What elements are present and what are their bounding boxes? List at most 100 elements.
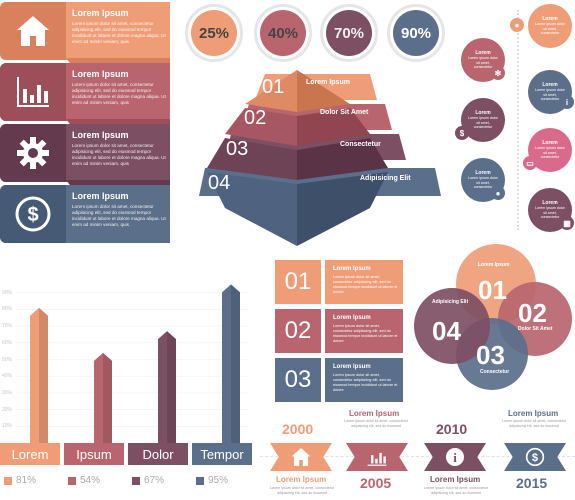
gear-icon <box>0 124 66 182</box>
year-title: Lorem Ipsum <box>349 409 400 418</box>
numbered-row-1: 01 Lorem Ipsum Lorem ipsum dolor sit amet… <box>275 260 403 304</box>
card-title: Lorem Ipsum <box>72 69 129 79</box>
year-body: Lorem ipsum dolor sit amet, consectetur … <box>344 419 408 428</box>
numbered-row-2: 02 Lorem Ipsum Lorem ipsum dolor sit amet… <box>275 309 403 353</box>
info-icon: i <box>560 95 574 109</box>
icon-card-1: Lorem Ipsum Lorem ipsum dolor sit amet, c… <box>0 2 170 66</box>
y-tick-label: 20% <box>2 406 13 413</box>
bar-category-label: Dolor <box>128 443 188 465</box>
calendar-icon: ▦ <box>560 216 574 230</box>
percent-value: 90% <box>393 10 439 56</box>
bar-chart-icon <box>0 63 66 121</box>
year-body: Lorem ipsum dolor sit amet, consectetur … <box>270 486 334 495</box>
legend-item: 95% <box>196 475 228 486</box>
pyramid-level-3-label: Consectetur <box>340 141 381 148</box>
percent-value: 70% <box>326 10 372 56</box>
dollar-icon: $ <box>504 443 566 471</box>
svg-text:$: $ <box>27 204 38 226</box>
year-label: 2000 <box>282 421 314 437</box>
svg-text:i: i <box>453 450 457 465</box>
percent-value: 40% <box>260 10 306 56</box>
legend-item: 54% <box>68 475 100 486</box>
card-title: Lorem Ipsum <box>72 8 129 18</box>
y-tick-label: 70% <box>2 323 13 330</box>
pyramid-level-1-number: 01 <box>262 76 285 98</box>
timeline-bubble-1: Lorem Lorem ipsum dolor sit amet, consect… <box>528 4 572 48</box>
y-tick-label: 30% <box>2 389 13 396</box>
row-body: Lorem ipsum dolor sit amet, consectetur … <box>333 373 398 392</box>
pyramid-level-2-number: 02 <box>244 107 267 129</box>
pyramid-level-4-number: 04 <box>208 172 231 194</box>
row-number: 01 <box>275 260 321 304</box>
year-label: 2005 <box>360 475 392 491</box>
gear-icon: ✻ <box>491 66 505 80</box>
legend-item: 67% <box>132 475 164 486</box>
y-tick-label: 10% <box>2 423 13 430</box>
percent-circle-40: 40% <box>254 4 312 62</box>
row-title: Lorem Ipsum <box>333 315 371 321</box>
venn-label: Lorem Ipsum <box>478 262 510 268</box>
icon-card-4: $ Lorem Ipsum Lorem ipsum dolor sit amet,… <box>0 185 170 243</box>
numbered-row-3: 03 Lorem Ipsum Lorem ipsum dolor sit amet… <box>275 358 403 402</box>
venn-number: 04 <box>432 316 461 346</box>
y-tick-label: 40% <box>2 373 13 380</box>
icon-card-3: Lorem Ipsum Lorem ipsum dolor sit amet, c… <box>0 124 170 188</box>
y-tick-label: 90% <box>2 289 13 296</box>
pyramid-level-4-label: Adipisicing Elit <box>360 175 411 182</box>
year-title: Lorem Ipsum <box>430 475 481 484</box>
y-tick-label: 50% <box>2 356 13 363</box>
venn-label: Consectetur <box>480 369 510 375</box>
row-title: Lorem Ipsum <box>333 266 371 272</box>
y-tick-label: 80% <box>2 306 13 313</box>
bar-category-label: Tempor <box>192 443 252 465</box>
dollar-icon: $ <box>0 185 66 243</box>
row-number: 02 <box>275 309 321 353</box>
year-label: 2015 <box>516 475 548 491</box>
row-body: Lorem ipsum dolor sit amet, consectetur … <box>333 324 398 343</box>
bar-tempor <box>222 284 240 443</box>
card-body: Lorem ipsum dolor sit amet, consectetur … <box>72 21 166 44</box>
pyramid-level-1-label: Lorem Ipsum <box>306 79 350 86</box>
year-body: Lorem ipsum dolor sit amet, consectetur … <box>424 486 488 495</box>
bar-chart-plot <box>16 284 248 443</box>
bar-lorem <box>30 307 48 443</box>
row-number: 03 <box>275 358 321 402</box>
percent-circle-25: 25% <box>185 4 243 62</box>
legend-item: 81% <box>4 475 36 486</box>
timeline-line <box>517 10 519 230</box>
venn-label: Dolor Sit Amet <box>518 326 553 332</box>
bar-ipsum <box>94 352 112 443</box>
monitor-icon: ▭ <box>523 156 537 170</box>
home-icon <box>270 443 332 471</box>
home-icon <box>0 2 66 60</box>
year-title: Lorem Ipsum <box>508 409 559 418</box>
year-label: 2010 <box>436 421 468 437</box>
timeline-bubble-3: Lorem Lorem ipsum dolor sit amet, consect… <box>528 70 572 114</box>
bar-category-label: Lorem <box>0 443 60 465</box>
person-icon: ● <box>510 18 524 32</box>
timeline-bubble-5: Lorem Lorem ipsum dolor sit amet, consect… <box>528 128 572 172</box>
pyramid-level-3-number: 03 <box>226 138 249 160</box>
row-body: Lorem ipsum dolor sit amet, consectetur … <box>333 275 398 294</box>
venn-number: 01 <box>478 275 507 305</box>
people-icon: ● <box>491 186 505 200</box>
year-body: Lorem ipsum dolor sit amet, consectetur … <box>502 419 566 428</box>
venn-label: Adipisicing Elit <box>432 299 469 305</box>
svg-text:$: $ <box>532 452 539 464</box>
pyramid-diagram <box>199 70 441 246</box>
percent-circle-90: 90% <box>387 4 445 62</box>
venn-number: 02 <box>518 298 547 328</box>
icon-card-2: Lorem Ipsum Lorem ipsum dolor sit amet, c… <box>0 63 170 127</box>
dollar-icon: $ <box>455 126 469 140</box>
card-body: Lorem ipsum dolor sit amet, consectetur … <box>72 204 166 227</box>
bar-chart-icon <box>346 443 408 471</box>
card-body: Lorem ipsum dolor sit amet, consectetur … <box>72 143 166 166</box>
venn-circle-4 <box>414 288 490 364</box>
card-body: Lorem ipsum dolor sit amet, consectetur … <box>72 82 166 105</box>
info-icon: i <box>424 443 486 471</box>
year-title: Lorem Ipsum <box>276 475 327 484</box>
percent-circle-70: 70% <box>320 4 378 62</box>
venn-number: 03 <box>476 340 505 370</box>
percent-value: 25% <box>191 10 237 56</box>
bar-category-label: Ipsum <box>64 443 124 465</box>
